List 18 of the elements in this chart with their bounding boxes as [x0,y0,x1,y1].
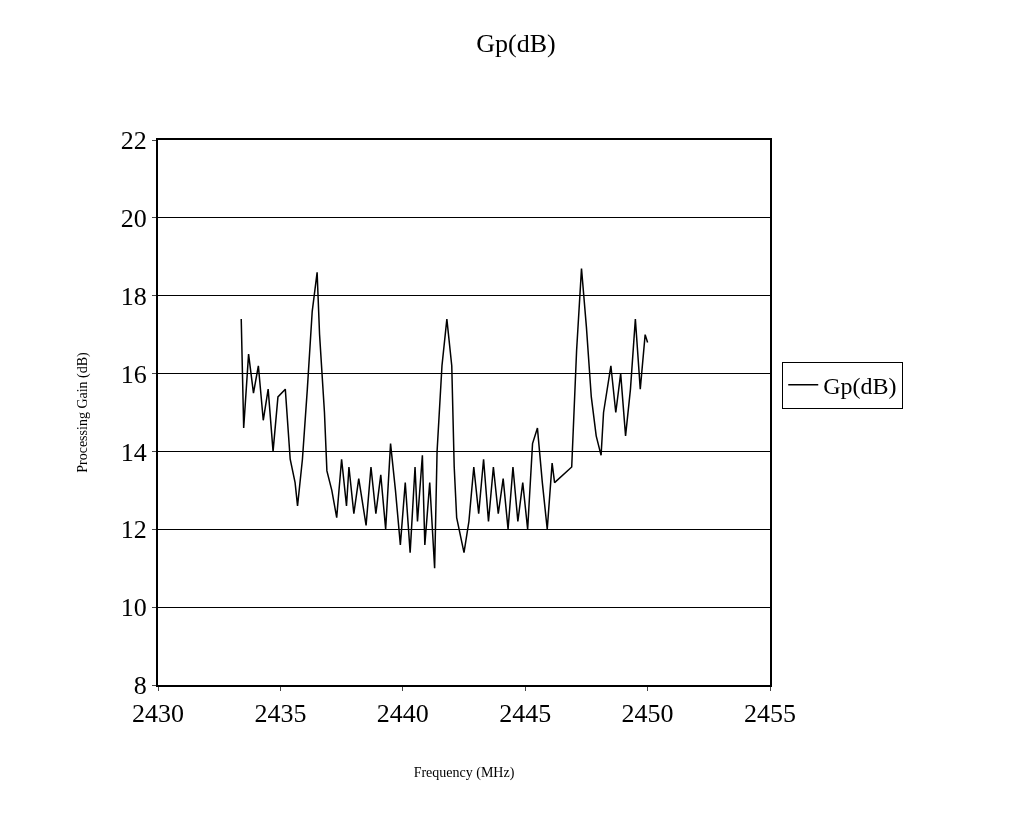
y-axis-title: Processing Gain (dB) [74,351,91,473]
y-tick-label: 16 [120,359,147,389]
x-tick-label: 2440 [376,699,429,729]
y-tick-label: 14 [120,437,147,467]
x-tick-label: 2445 [499,699,552,729]
chart-title: Gp(dB) [476,28,556,58]
y-tick-label: 12 [120,515,147,545]
x-tick-label: 2435 [254,699,307,729]
x-tick-label: 2455 [744,699,796,729]
y-tick-label: 8 [133,671,147,701]
legend-label: Gp(dB) [823,373,897,400]
y-tick-label: 22 [120,126,147,156]
y-tick-label: 18 [120,281,147,311]
y-tick-label: 10 [120,593,147,623]
x-tick-label: 2430 [132,699,184,729]
x-axis-title: Frequency (MHz) [413,765,515,781]
x-tick-label: 2450 [621,699,674,729]
y-tick-label: 20 [120,203,147,233]
